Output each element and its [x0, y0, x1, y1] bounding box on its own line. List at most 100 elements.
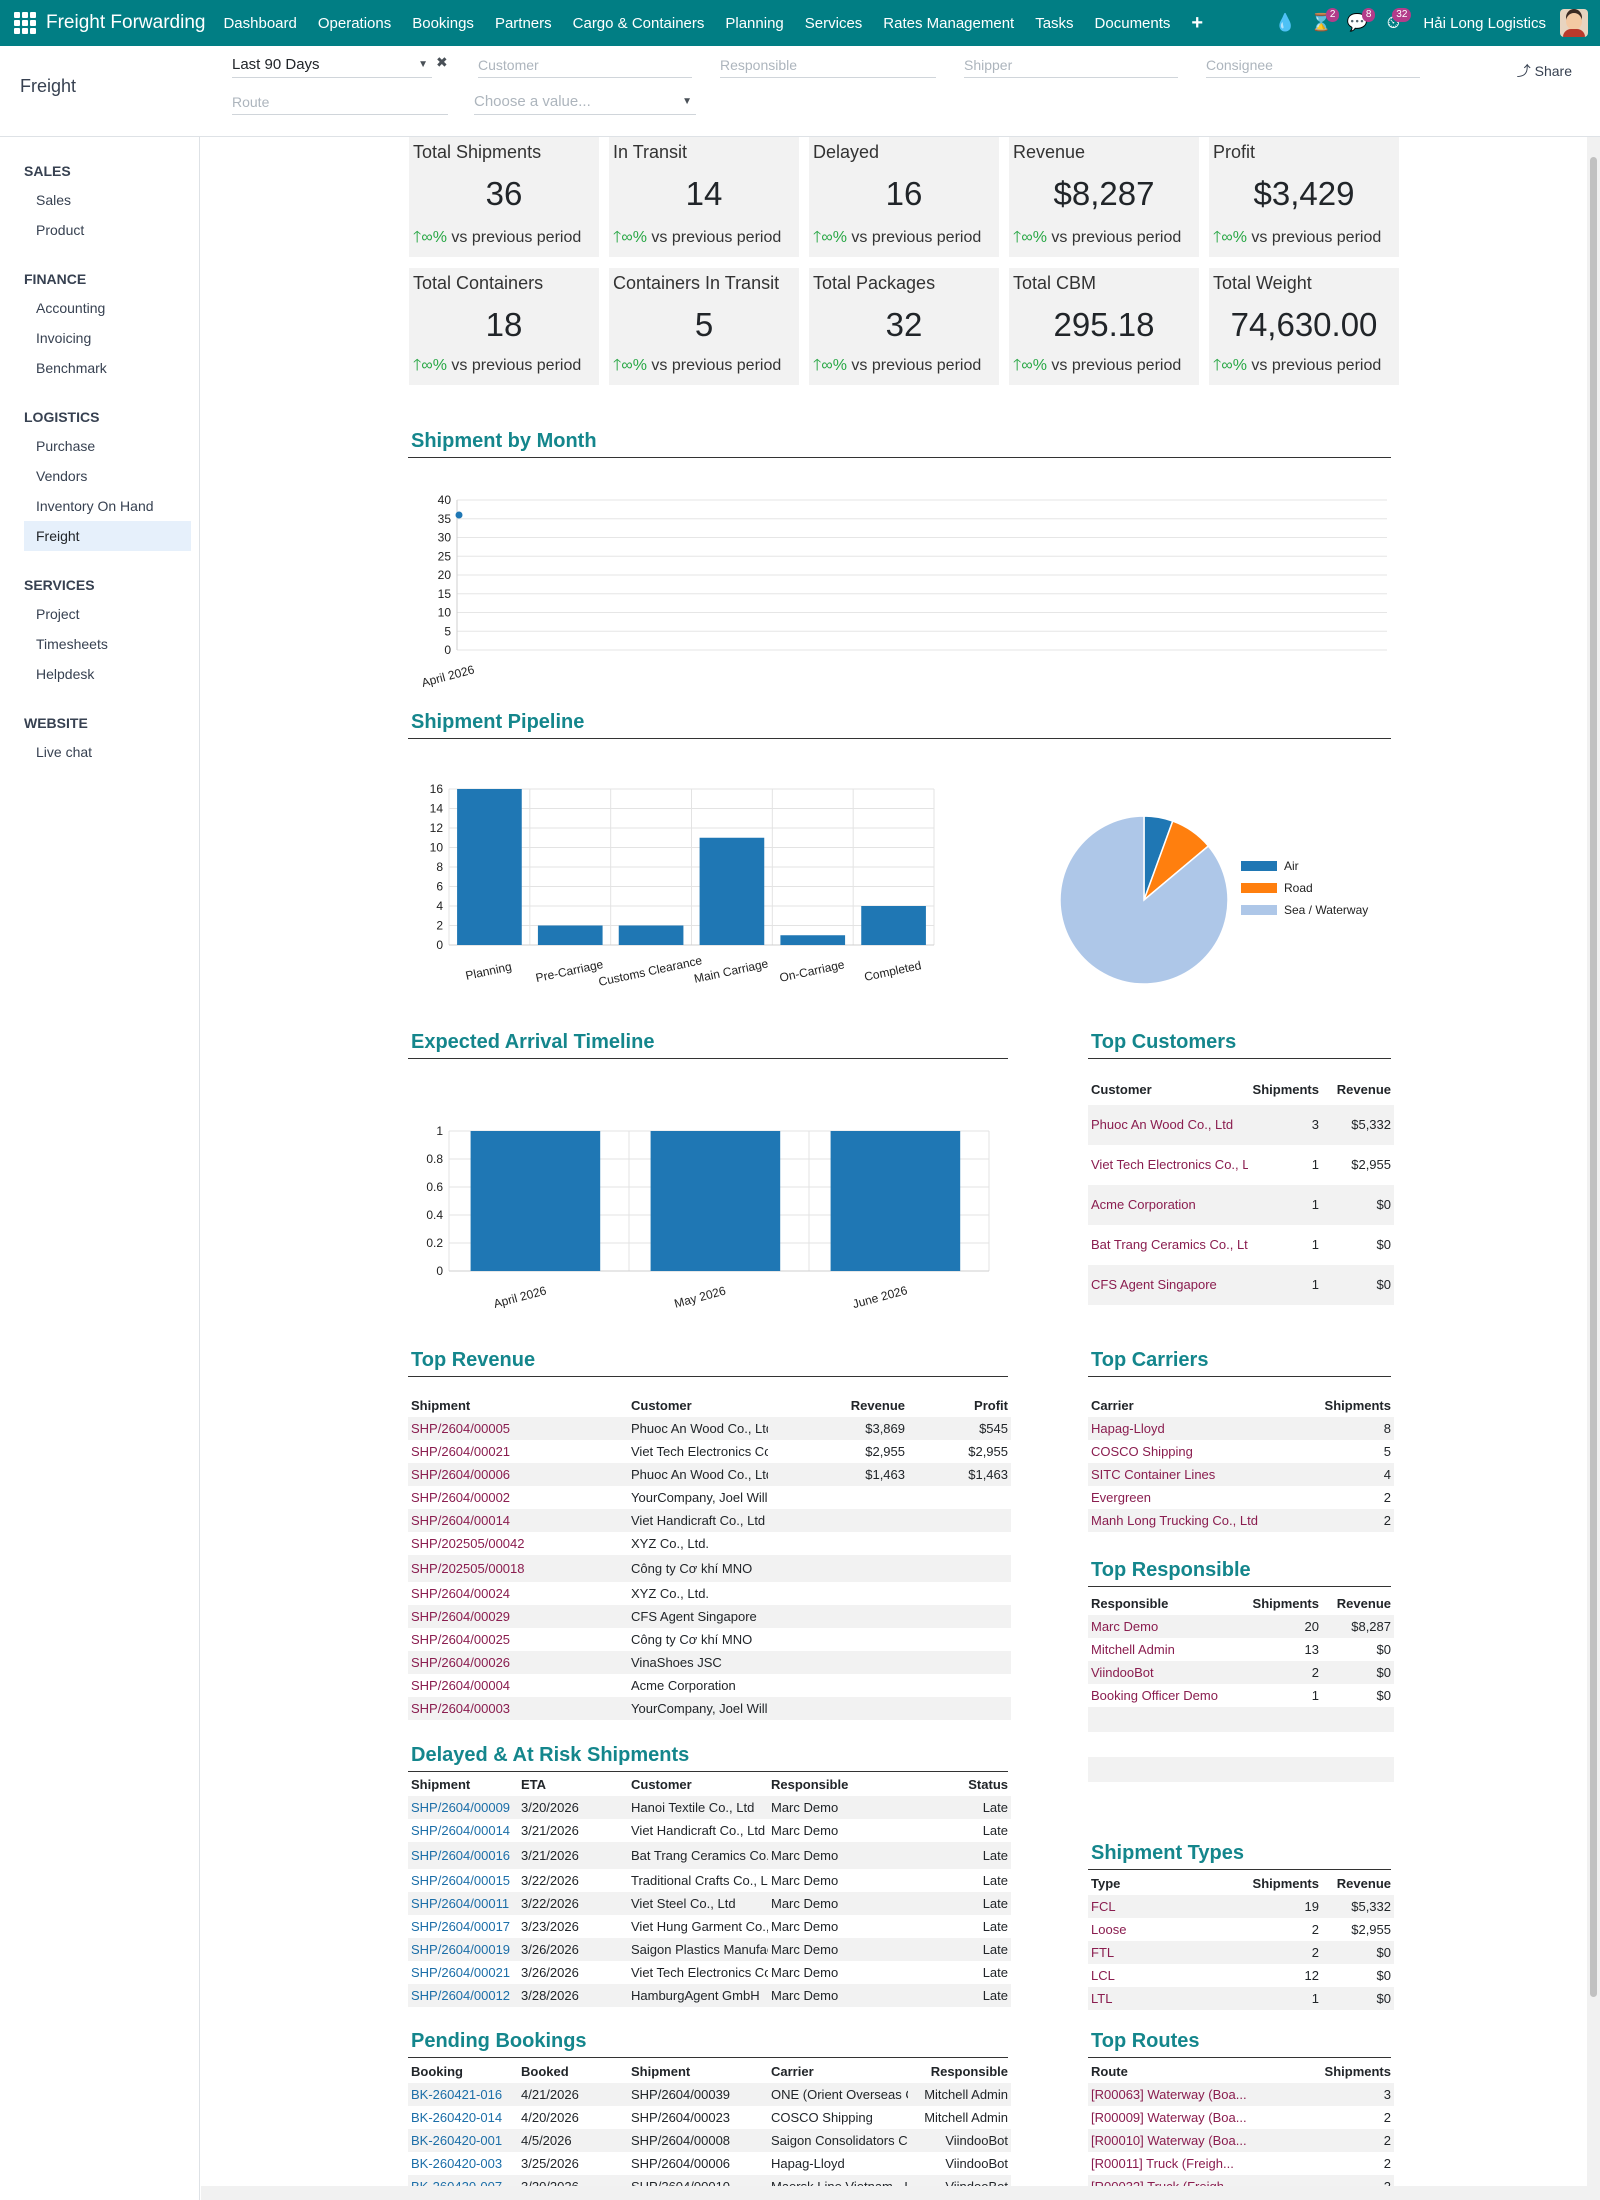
- table-row[interactable]: Acme Corporation 1 $0: [1088, 1185, 1394, 1225]
- period-select[interactable]: Last 90 Days ▼: [232, 52, 432, 78]
- column-header[interactable]: Shipments: [1252, 1876, 1319, 1891]
- sidebar-item-product[interactable]: Product: [36, 222, 85, 238]
- bar[interactable]: [650, 1131, 781, 1271]
- table-row[interactable]: SHP/2604/00009 3/20/2026 Hanoi Textile Co.…: [408, 1796, 1011, 1819]
- table-row[interactable]: SHP/2604/00005 Phuoc An Wood Co., Ltd $3,8…: [408, 1417, 1011, 1440]
- bar[interactable]: [457, 789, 522, 945]
- column-header[interactable]: Carrier: [771, 2064, 814, 2079]
- bar[interactable]: [780, 935, 846, 945]
- table-link[interactable]: SHP/2604/00015: [411, 1873, 511, 1888]
- menu-item-documents[interactable]: Documents: [1094, 14, 1171, 32]
- table-row[interactable]: BK-260420-003 3/25/2026 SHP/2604/00006 Hapa…: [408, 2152, 1011, 2175]
- column-header[interactable]: Shipment: [411, 1777, 471, 1792]
- table-link[interactable]: SHP/2604/00002: [411, 1490, 511, 1505]
- table-link[interactable]: SHP/2604/00019: [411, 1942, 511, 1957]
- table-link[interactable]: Loose: [1091, 1922, 1127, 1937]
- table-row[interactable]: SHP/2604/00004 Acme Corporation: [408, 1674, 1011, 1697]
- table-row[interactable]: BK-260420-001 4/5/2026 SHP/2604/00008 Saigo…: [408, 2129, 1011, 2152]
- table-row[interactable]: SHP/2604/00015 3/22/2026 Traditional Craft…: [408, 1869, 1011, 1892]
- column-header[interactable]: ETA: [521, 1777, 547, 1792]
- table-link[interactable]: BK-260420-001: [411, 2133, 503, 2148]
- table-link[interactable]: FTL: [1091, 1945, 1115, 1960]
- bar[interactable]: [861, 906, 926, 945]
- table-link[interactable]: SITC Container Lines: [1091, 1467, 1216, 1482]
- column-header[interactable]: Status: [968, 1777, 1008, 1792]
- scrollbar-thumb[interactable]: [1590, 157, 1597, 1997]
- table-row[interactable]: SHP/2604/00017 3/23/2026 Viet Hung Garment…: [408, 1915, 1011, 1938]
- table-link[interactable]: SHP/202505/00018: [411, 1561, 525, 1576]
- table-link[interactable]: SHP/2604/00003: [411, 1701, 511, 1716]
- table-row[interactable]: SHP/2604/00019 3/26/2026 Saigon Plastics M…: [408, 1938, 1011, 1961]
- menu-item-rates-management[interactable]: Rates Management: [883, 14, 1015, 32]
- app-brand[interactable]: Freight Forwarding: [46, 12, 206, 33]
- table-row[interactable]: Viet Tech Electronics Co., Ltd 1 $2,955: [1088, 1145, 1394, 1185]
- table-row[interactable]: Marc Demo 20 $8,287: [1088, 1615, 1394, 1638]
- kpi-card[interactable]: In Transit 14 🡑∞% vs previous period: [609, 137, 799, 257]
- table-row[interactable]: Bat Trang Ceramics Co., Ltd 1 $0: [1088, 1225, 1394, 1265]
- table-row[interactable]: Loose 2 $2,955: [1088, 1918, 1394, 1941]
- table-link[interactable]: ViindooBot: [1091, 1665, 1154, 1680]
- table-link[interactable]: SHP/2604/00014: [411, 1823, 511, 1838]
- kpi-card[interactable]: Total Shipments 36 🡑∞% vs previous period: [409, 137, 599, 257]
- table-link[interactable]: SHP/2604/00021: [411, 1444, 511, 1459]
- table-row[interactable]: Booking Officer Demo 1 $0: [1088, 1684, 1394, 1707]
- table-row[interactable]: SITC Container Lines 4: [1088, 1463, 1394, 1486]
- table-link[interactable]: [R00009] Waterway (Boa...: [1091, 2110, 1247, 2125]
- menu-item-services[interactable]: Services: [804, 14, 863, 32]
- column-header[interactable]: Revenue: [850, 1398, 905, 1413]
- table-link[interactable]: Evergreen: [1091, 1490, 1151, 1505]
- column-header[interactable]: Customer: [1091, 1082, 1152, 1097]
- column-header[interactable]: Revenue: [1336, 1082, 1391, 1097]
- quick-create-icon[interactable]: +: [1191, 11, 1204, 34]
- sidebar-item-sales[interactable]: Sales: [36, 192, 72, 208]
- table-link[interactable]: BK-260420-014: [411, 2110, 503, 2125]
- bar[interactable]: [470, 1131, 601, 1271]
- table-link[interactable]: SHP/2604/00014: [411, 1513, 511, 1528]
- bar[interactable]: [699, 837, 765, 945]
- shipper-filter[interactable]: Shipper: [964, 52, 1178, 78]
- messages-icon[interactable]: 💬 8: [1343, 8, 1376, 37]
- bar[interactable]: [537, 925, 603, 946]
- table-row[interactable]: SHP/2604/00026 VinaShoes JSC: [408, 1651, 1011, 1674]
- bar[interactable]: [830, 1131, 961, 1271]
- menu-item-planning[interactable]: Planning: [725, 14, 784, 32]
- table-row[interactable]: SHP/202505/00018 Công ty Cơ khí MNO: [408, 1555, 1011, 1582]
- table-row[interactable]: Hapag-Lloyd 8: [1088, 1417, 1394, 1440]
- table-link[interactable]: LCL: [1091, 1968, 1115, 1983]
- clear-period-icon[interactable]: ✖: [436, 54, 448, 70]
- sidebar-item-accounting[interactable]: Accounting: [36, 300, 106, 316]
- table-row[interactable]: SHP/2604/00014 3/21/2026 Viet Handicraft C…: [408, 1819, 1011, 1842]
- horizontal-scrollbar[interactable]: [201, 2186, 1587, 2200]
- table-row[interactable]: SHP/2604/00021 3/26/2026 Viet Tech Electro…: [408, 1961, 1011, 1984]
- table-link[interactable]: SHP/2604/00021: [411, 1965, 511, 1980]
- menu-item-bookings[interactable]: Bookings: [412, 14, 474, 32]
- table-link[interactable]: Bat Trang Ceramics Co., Ltd: [1091, 1237, 1248, 1252]
- column-header[interactable]: Shipment: [411, 1398, 471, 1413]
- table-link[interactable]: LTL: [1091, 1991, 1113, 2006]
- kpi-card[interactable]: Total Containers 18 🡑∞% vs previous period: [409, 268, 599, 385]
- sidebar-item-project[interactable]: Project: [36, 606, 80, 622]
- table-row[interactable]: SHP/2604/00006 Phuoc An Wood Co., Ltd $1,4…: [408, 1463, 1011, 1486]
- column-header[interactable]: Route: [1091, 2064, 1128, 2079]
- table-link[interactable]: SHP/2604/00004: [411, 1678, 511, 1693]
- table-link[interactable]: SHP/2604/00006: [411, 1467, 511, 1482]
- table-link[interactable]: SHP/202505/00042: [411, 1536, 525, 1551]
- table-link[interactable]: Manh Long Trucking Co., Ltd: [1091, 1513, 1258, 1528]
- table-link[interactable]: SHP/2604/00005: [411, 1421, 511, 1436]
- table-row[interactable]: [R00010] Waterway (Boa... 2: [1088, 2129, 1394, 2152]
- table-row[interactable]: BK-260420-014 4/20/2026 SHP/2604/00023 COSC…: [408, 2106, 1011, 2129]
- kpi-card[interactable]: Containers In Transit 5 🡑∞% vs previous pe…: [609, 268, 799, 385]
- drop-icon[interactable]: 💧: [1274, 13, 1296, 32]
- table-row[interactable]: [R00009] Waterway (Boa... 2: [1088, 2106, 1394, 2129]
- column-header[interactable]: Responsible: [1091, 1596, 1169, 1611]
- kpi-card[interactable]: Total Weight 74,630.00 🡑∞% vs previous per…: [1209, 268, 1399, 385]
- table-link[interactable]: SHP/2604/00017: [411, 1919, 511, 1934]
- kpi-card[interactable]: Profit $3,429 🡑∞% vs previous period: [1209, 137, 1399, 257]
- table-link[interactable]: SHP/2604/00024: [411, 1586, 511, 1601]
- kpi-card[interactable]: Delayed 16 🡑∞% vs previous period: [809, 137, 999, 257]
- sidebar-item-invoicing[interactable]: Invoicing: [36, 330, 92, 346]
- bar[interactable]: [618, 925, 684, 946]
- table-link[interactable]: CFS Agent Singapore: [1091, 1277, 1217, 1292]
- table-row[interactable]: FCL 19 $5,332: [1088, 1895, 1394, 1918]
- column-header[interactable]: Responsible: [930, 2064, 1008, 2079]
